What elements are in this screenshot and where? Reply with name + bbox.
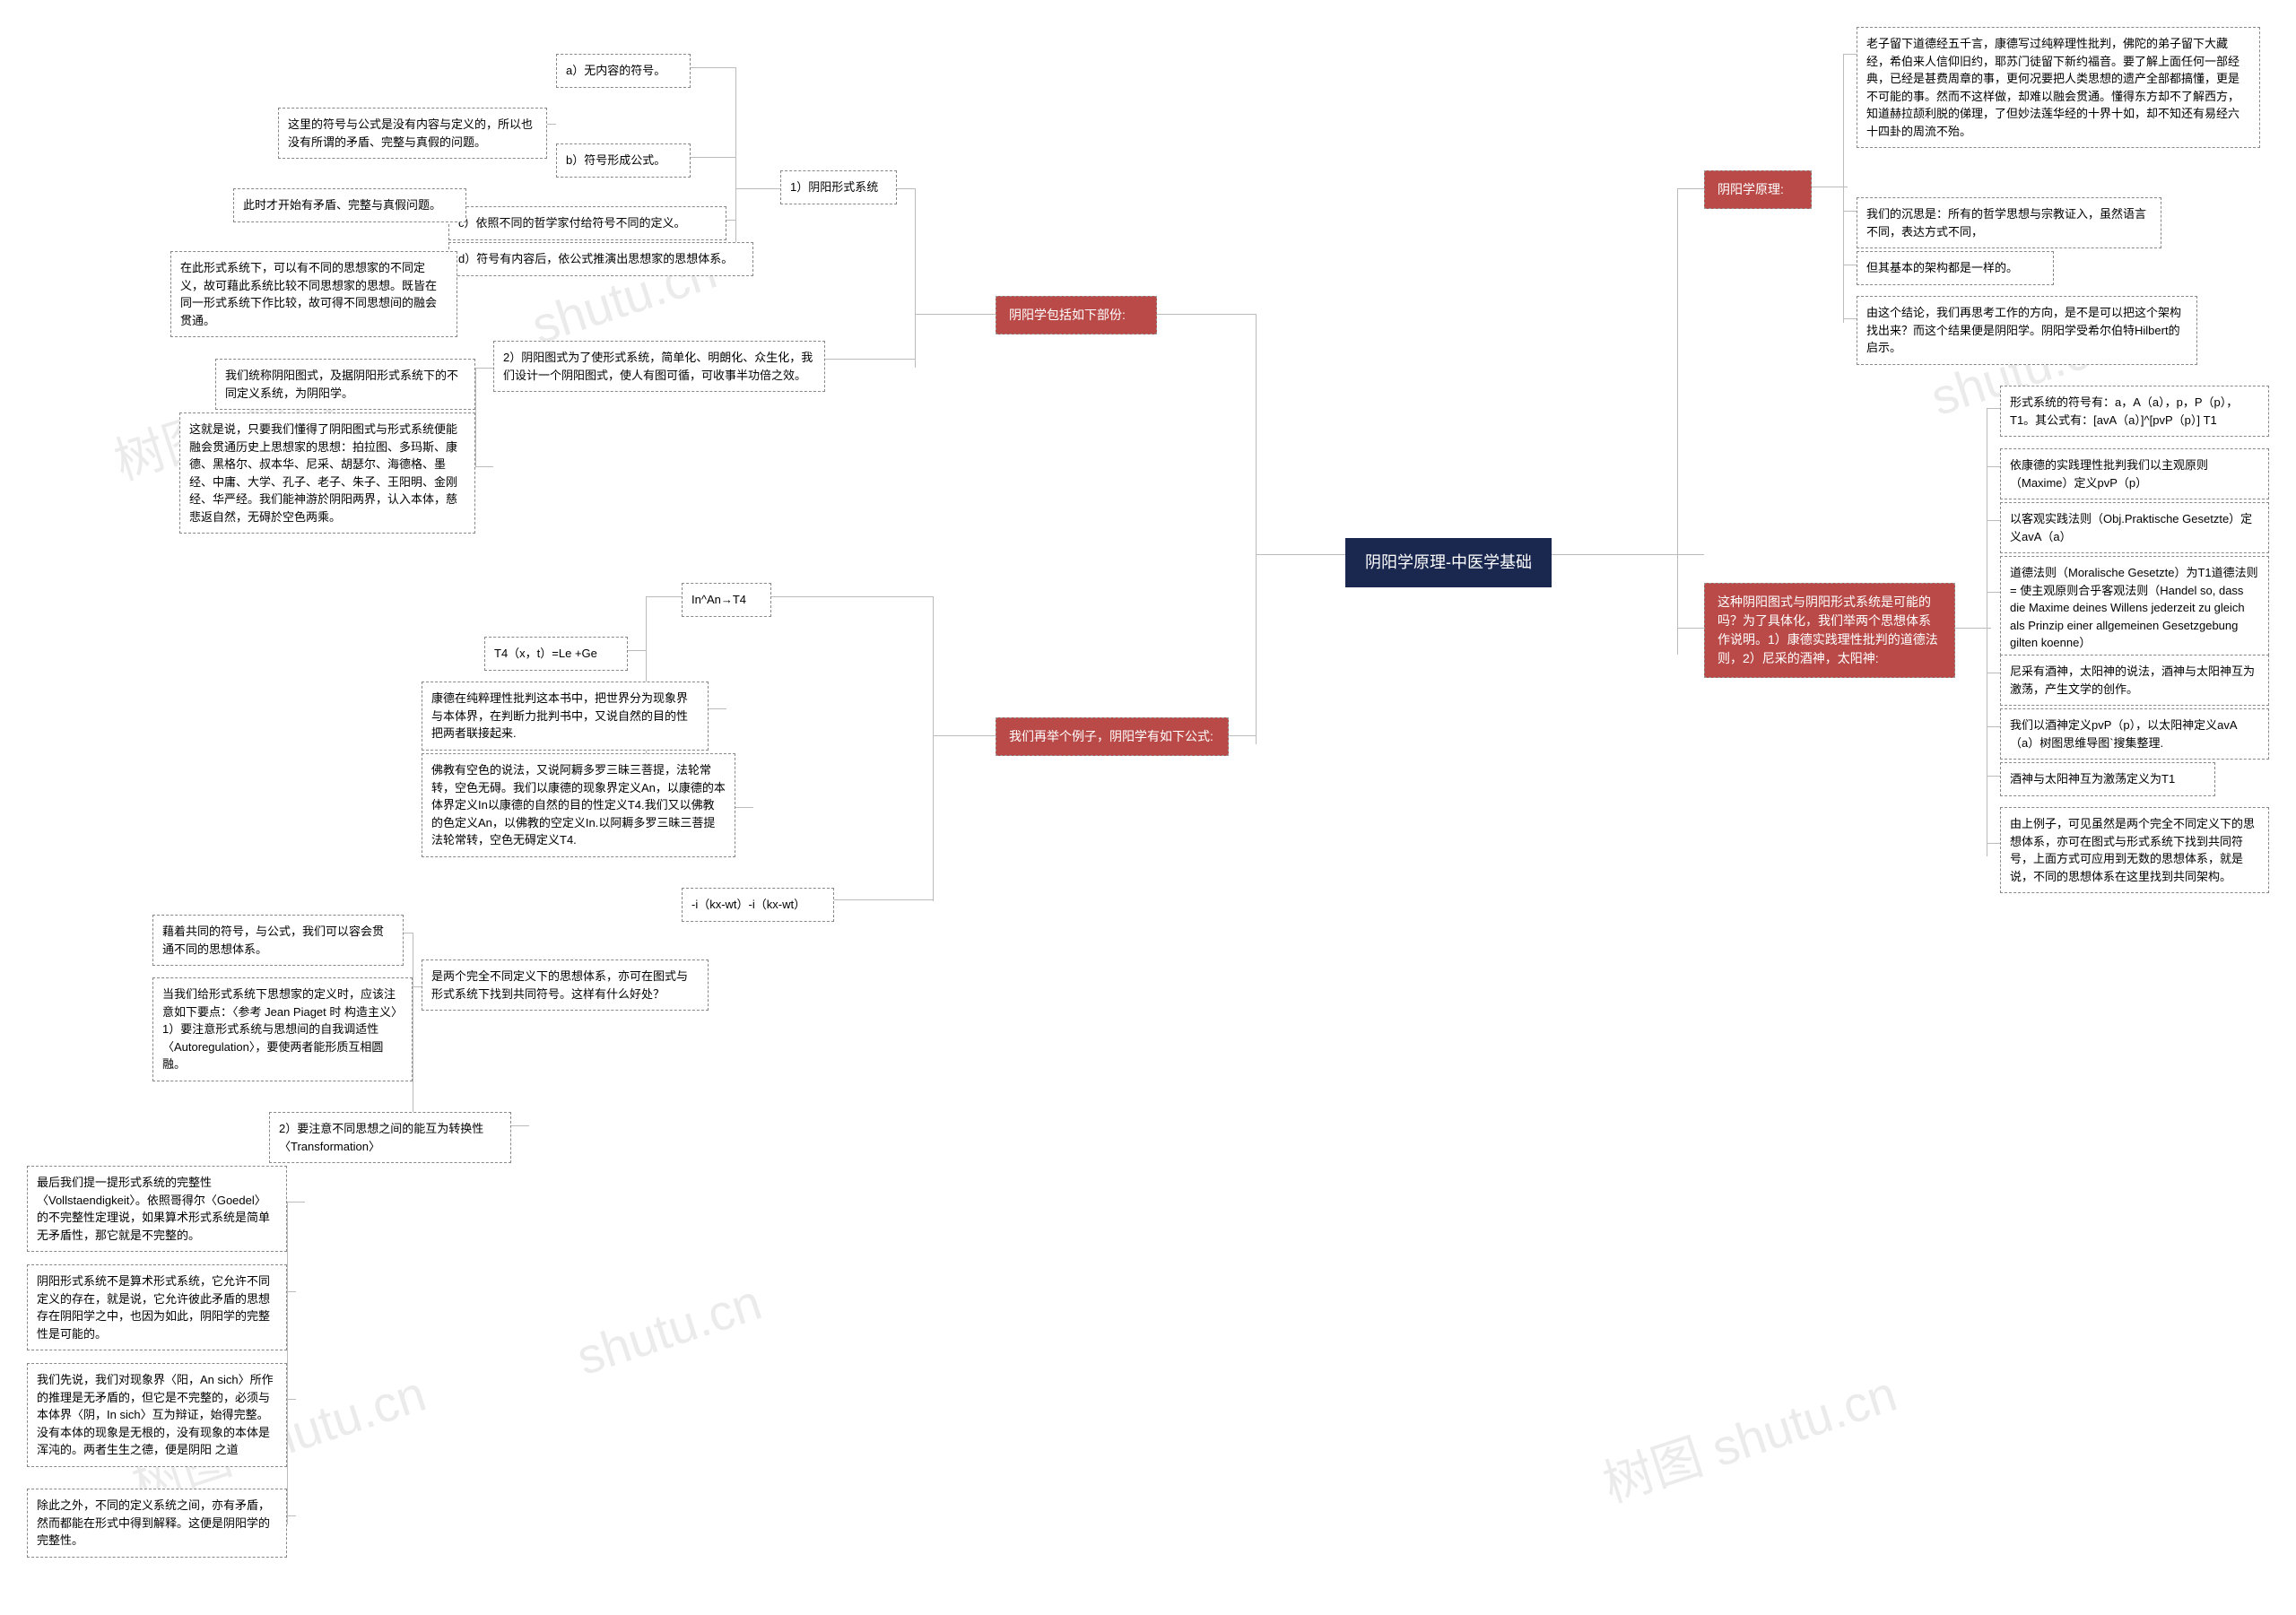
branch-baokuo[interactable]: 阴阳学包括如下部份: [996, 296, 1157, 334]
leaf-youshang: 由上例子，可见虽然是两个完全不同定义下的思想体系，亦可在图式与形式系统下找到共同… [2000, 807, 2269, 893]
leaf-chensi: 我们的沉思是：所有的哲学思想与宗教证入，虽然语言不同，表达方式不同， [1857, 197, 2161, 248]
leaf-d: d）符号有内容后，依公式推演出思想家的思想体系。 [448, 242, 753, 276]
leaf-kangde2: 康德在纯粹理性批判这本书中，把世界分为现象界与本体界，在判断力批判书中，又说自然… [422, 682, 709, 751]
leaf-c: c）依照不同的哲学家付给符号不同的定义。 [448, 206, 726, 240]
leaf-t4: T4（x，t）=Le +Ge [484, 637, 628, 671]
root-node[interactable]: 阴阳学原理-中医学基础 [1345, 538, 1552, 587]
branch-gongshi[interactable]: 我们再举个例子，阴阳学有如下公式: [996, 717, 1229, 756]
leaf-womenshuo: 我们先说，我们对现象界〈阳，An sich〉所作的推理是无矛盾的，但它是不完整的… [27, 1363, 287, 1467]
leaf-shige: 是两个完全不同定义下的思想体系，亦可在图式与形式系统下找到共同符号。这样有什么好… [422, 959, 709, 1011]
leaf-laozi: 老子留下道德经五千言，康德写过纯粹理性批判，佛陀的弟子留下大藏经，希伯来人信仰旧… [1857, 27, 2260, 148]
leaf-jidang: 酒神与太阳神互为激荡定义为T1 [2000, 762, 2215, 796]
leaf-nicai: 尼采有酒神，太阳神的说法，酒神与太阳神互为激荡，产生文学的创作。 [2000, 655, 2269, 706]
leaf-kangde: 依康德的实践理性批判我们以主观原则（Maxime）定义pvP（p） [2000, 448, 2269, 499]
leaf-jiezhe: 藉着共同的符号，与公式，我们可以容会贯通不同的思想体系。 [152, 915, 404, 966]
leaf-a: a）无内容的符号。 [556, 54, 691, 88]
leaf-tushi: 2）阴阳图式为了使形式系统，简单化、明朗化、众生化，我们设计一个阴阳图式，使人有… [493, 341, 825, 392]
leaf-chuci: 除此之外，不同的定义系统之间，亦有矛盾，然而都能在形式中得到解释。这便是阴阳学的… [27, 1489, 287, 1558]
leaf-zaici: 在此形式系统下，可以有不同的思想家的不同定义，故可藉此系统比较不同思想家的思想。… [170, 251, 457, 337]
watermark: 树图 shutu.cn [1593, 1354, 1905, 1517]
leaf-jielun: 由这个结论，我们再思考工作的方向，是不是可以把这个架构找出来？而这个结果便是阴阳… [1857, 296, 2197, 365]
leaf-cishi: 此时才开始有矛盾、完整与真假问题。 [233, 188, 466, 222]
leaf-xitong: 1）阴阳形式系统 [780, 170, 897, 204]
leaf-women: 我们统称阴阳图式，及据阴阳形式系统下的不同定义系统，为阴阳学。 [215, 359, 475, 410]
leaf-dangwo: 当我们给形式系统下思想家的定义时，应该注意如下要点：〈参考 Jean Piage… [152, 977, 413, 1081]
leaf-trans: 2）要注意不同思想之间的能互为转换性〈Transformation〉 [269, 1112, 511, 1163]
leaf-zuihou: 最后我们提一提形式系统的完整性〈Vollstaendigkeit〉。依照哥得尔〈… [27, 1166, 287, 1252]
watermark: shutu.cn [570, 1272, 768, 1386]
leaf-xingshi: 形式系统的符号有：a，A（a），p，P（p），T1。其公式有：[avA（a）]^… [2000, 386, 2269, 437]
leaf-int4: In^An→T4 [682, 583, 771, 617]
leaf-fojiao: 佛教有空色的说法，又说阿耨多罗三昧三菩提，法轮常转，空色无碍。我们以康德的现象界… [422, 753, 735, 857]
branch-keneng[interactable]: 这种阴阳图式与阴阳形式系统是可能的吗？为了具体化，我们举两个思想体系作说明。1）… [1704, 583, 1955, 678]
leaf-ikx: -i（kx-wt）-i（kx-wt） [682, 888, 834, 922]
leaf-jiben: 但其基本的架构都是一样的。 [1857, 251, 2054, 285]
branch-yuanli[interactable]: 阴阳学原理: [1704, 170, 1812, 209]
leaf-fuhao: 这里的符号与公式是没有内容与定义的，所以也没有所谓的矛盾、完整与真假的问题。 [278, 108, 547, 159]
leaf-daode: 道德法则（Moralische Gesetzte）为T1道德法则= 使主观原则合… [2000, 556, 2269, 660]
leaf-yinyang: 阴阳形式系统不是算术形式系统，它允许不同定义的存在，就是说，它允许彼此矛盾的思想… [27, 1264, 287, 1350]
leaf-keguan: 以客观实践法则（Obj.Praktische Gesetzte）定义avA（a） [2000, 502, 2269, 553]
leaf-b: b）符号形成公式。 [556, 143, 691, 178]
leaf-zhejiu: 这就是说，只要我们懂得了阴阳图式与形式系统便能融会贯通历史上思想家的思想：拍拉图… [179, 412, 475, 534]
leaf-jiushen: 我们以酒神定义pvP（p），以太阳神定义avA（a）树图思维导图`搜集整理. [2000, 708, 2269, 760]
